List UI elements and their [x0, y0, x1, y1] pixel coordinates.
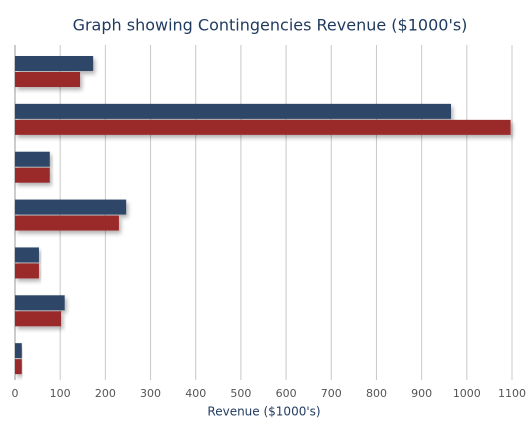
x-tick-label: 900 — [411, 387, 432, 400]
x-tick-label: 1100 — [498, 387, 526, 400]
bar — [15, 72, 81, 87]
x-axis-label: Revenue ($1000's) — [207, 405, 320, 419]
bar — [15, 247, 39, 263]
x-tick-label: 600 — [276, 387, 297, 400]
x-tick-label: 800 — [366, 387, 387, 400]
bar — [15, 151, 50, 167]
bar — [15, 199, 127, 215]
x-tick-label: 200 — [95, 387, 116, 400]
x-tick-label: 100 — [50, 387, 71, 400]
bar — [15, 311, 62, 327]
x-tick-label: 500 — [230, 387, 251, 400]
x-tick-label: 400 — [185, 387, 206, 400]
x-tick-label: 300 — [140, 387, 161, 400]
x-tick-label: 0 — [12, 387, 19, 400]
x-tick-label: 700 — [321, 387, 342, 400]
chart-title: Graph showing Contingencies Revenue ($10… — [73, 16, 468, 35]
bar — [15, 167, 50, 183]
bar — [15, 103, 452, 119]
bar — [15, 359, 22, 375]
bar — [15, 343, 22, 359]
bar — [15, 263, 39, 279]
bar — [15, 56, 94, 71]
x-tick-label: 1000 — [453, 387, 481, 400]
bar — [15, 295, 65, 311]
bar — [15, 119, 511, 135]
bar — [15, 215, 119, 231]
